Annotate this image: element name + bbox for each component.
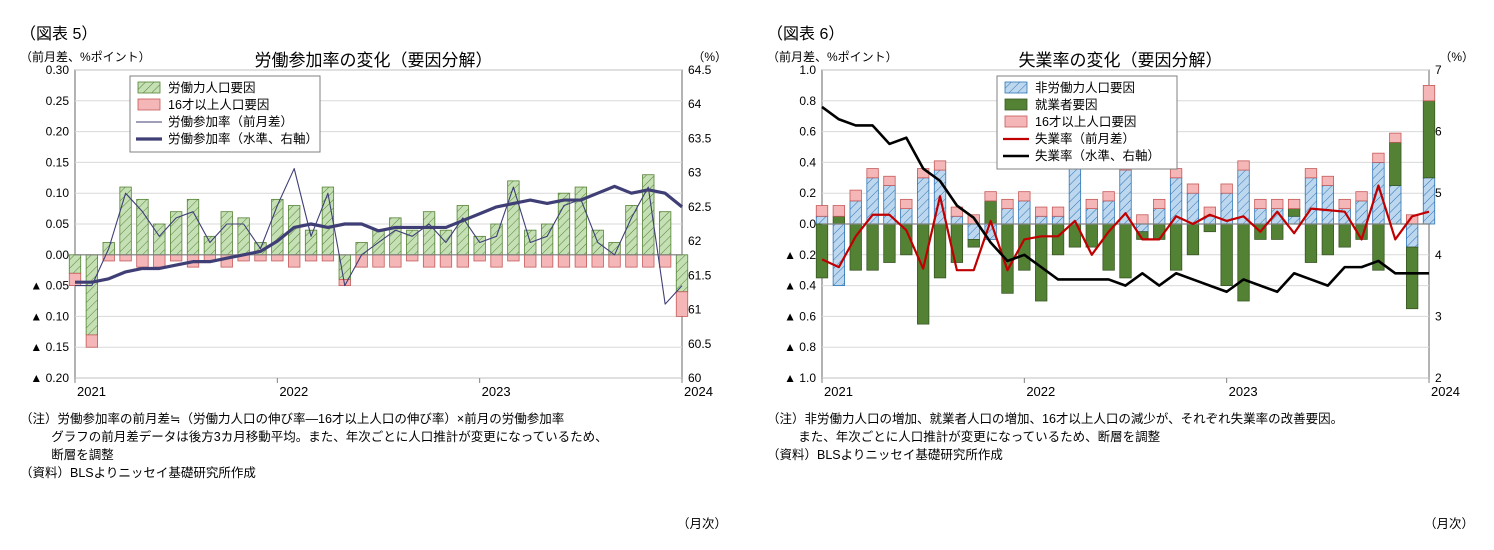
svg-text:60: 60 [688, 371, 702, 385]
svg-text:2022: 2022 [1026, 384, 1055, 399]
svg-text:▲ 0.20: ▲ 0.20 [30, 371, 69, 385]
svg-text:▲ 0.10: ▲ 0.10 [30, 309, 69, 323]
figure6-title: 失業率の変化（要因分解） [767, 46, 1474, 71]
svg-text:0.0: 0.0 [799, 217, 816, 231]
figure6-x-unit: （月次） [1424, 513, 1474, 532]
svg-text:2: 2 [1435, 371, 1442, 385]
svg-text:2024: 2024 [1431, 384, 1460, 399]
svg-text:2021: 2021 [824, 384, 853, 399]
figure6-right-axis-label: （%） [1439, 48, 1474, 65]
figure6-note-1: また、年次ごとに人口推計が変更になっているため、断層を調整 [767, 428, 1474, 446]
svg-text:労働参加率（前月差）: 労働参加率（前月差） [168, 114, 293, 129]
svg-text:4: 4 [1435, 248, 1442, 262]
svg-text:2023: 2023 [482, 384, 511, 399]
svg-text:2021: 2021 [77, 384, 106, 399]
svg-text:5: 5 [1435, 186, 1442, 200]
figure5-note-0: （注）労働参加率の前月差≒（労働力人口の伸び率―16才以上人口の伸び率）×前月の… [20, 412, 564, 426]
svg-text:0.05: 0.05 [46, 217, 70, 231]
svg-text:0.6: 0.6 [799, 125, 816, 139]
svg-text:就業者要因: 就業者要因 [1035, 97, 1098, 112]
figure6-panel: （図表 6） （前月差、%ポイント） 失業率の変化（要因分解） （%） ▲ 1.… [747, 0, 1494, 550]
figure5-label: （図表 5） [20, 20, 727, 44]
figure6-chart: ▲ 1.0 ▲ 0.8 ▲ 0.6 ▲ 0.4 ▲ 0.2 0.0 0.2 0.4 0.6 0.8… [767, 46, 1474, 406]
figure6-note-0: （注）非労働力人口の増加、就業者人口の増加、16才以上人口の減少が、それぞれ失業… [767, 412, 1343, 426]
svg-text:非労働力人口要因: 非労働力人口要因 [1035, 81, 1135, 95]
svg-text:16才以上人口要因: 16才以上人口要因 [168, 98, 269, 112]
svg-text:61.5: 61.5 [688, 268, 712, 282]
svg-text:▲ 0.6: ▲ 0.6 [784, 309, 816, 323]
svg-text:▲ 0.8: ▲ 0.8 [784, 340, 816, 354]
svg-text:▲ 0.2: ▲ 0.2 [784, 248, 816, 262]
svg-text:労働力人口要因: 労働力人口要因 [168, 81, 256, 95]
figure6-label: （図表 6） [767, 20, 1474, 44]
svg-text:64: 64 [688, 97, 702, 111]
svg-text:63.5: 63.5 [688, 131, 712, 145]
figure5-note-1: グラフの前月差データは後方3カ月移動平均。また、年次ごとに人口推計が変更になって… [20, 428, 727, 446]
svg-text:0.20: 0.20 [46, 125, 70, 139]
figure5-chart-wrap: （前月差、%ポイント） 労働参加率の変化（要因分解） （%） ▲ 0.20▲ 0… [20, 46, 727, 406]
svg-text:0.15: 0.15 [46, 155, 70, 169]
figure5-chart: ▲ 0.20 ▲ 0.15 ▲ 0.10 ▲ 0.05 0.00 0.05 0.10 0.15… [20, 46, 727, 406]
svg-text:3: 3 [1435, 309, 1442, 323]
svg-text:2023: 2023 [1229, 384, 1258, 399]
svg-text:労働参加率（水準、右軸）: 労働参加率（水準、右軸） [168, 131, 318, 146]
svg-text:63: 63 [688, 166, 702, 180]
svg-text:0.2: 0.2 [799, 186, 816, 200]
figure5-notes: （注）労働参加率の前月差≒（労働力人口の伸び率―16才以上人口の伸び率）×前月の… [20, 410, 727, 483]
figure5-note-2: 断層を調整 [20, 446, 727, 464]
figure5-note-3: （資料）BLSよりニッセイ基礎研究所作成 [20, 466, 256, 480]
svg-text:60.5: 60.5 [688, 337, 712, 351]
figure5-right-axis-label: （%） [692, 48, 727, 65]
svg-text:0.25: 0.25 [46, 94, 70, 108]
svg-text:▲ 0.05: ▲ 0.05 [30, 279, 69, 293]
figure5-panel: （図表 5） （前月差、%ポイント） 労働参加率の変化（要因分解） （%） ▲ … [0, 0, 747, 550]
svg-text:▲ 0.15: ▲ 0.15 [30, 340, 69, 354]
svg-text:62.5: 62.5 [688, 200, 712, 214]
figure6-chart-wrap: （前月差、%ポイント） 失業率の変化（要因分解） （%） ▲ 1.0▲ 0.8▲… [767, 46, 1474, 406]
svg-text:0.4: 0.4 [799, 155, 816, 169]
svg-text:0.8: 0.8 [799, 94, 816, 108]
svg-text:61: 61 [688, 303, 702, 317]
figure5-x-unit: （月次） [677, 513, 727, 532]
svg-text:6: 6 [1435, 125, 1442, 139]
figure6-note-2: （資料）BLSよりニッセイ基礎研究所作成 [767, 448, 1003, 462]
svg-text:失業率（前月差）: 失業率（前月差） [1035, 131, 1135, 146]
svg-text:▲ 0.4: ▲ 0.4 [784, 279, 816, 293]
svg-text:2024: 2024 [684, 384, 713, 399]
svg-text:0.00: 0.00 [46, 248, 70, 262]
figure5-title: 労働参加率の変化（要因分解） [20, 46, 727, 71]
svg-text:▲ 1.0: ▲ 1.0 [784, 371, 816, 385]
svg-text:2022: 2022 [279, 384, 308, 399]
svg-text:失業率（水準、右軸）: 失業率（水準、右軸） [1035, 148, 1160, 163]
svg-text:62: 62 [688, 234, 702, 248]
svg-text:16才以上人口要因: 16才以上人口要因 [1035, 115, 1136, 129]
svg-text:0.10: 0.10 [46, 186, 70, 200]
figure6-notes: （注）非労働力人口の増加、就業者人口の増加、16才以上人口の減少が、それぞれ失業… [767, 410, 1474, 464]
